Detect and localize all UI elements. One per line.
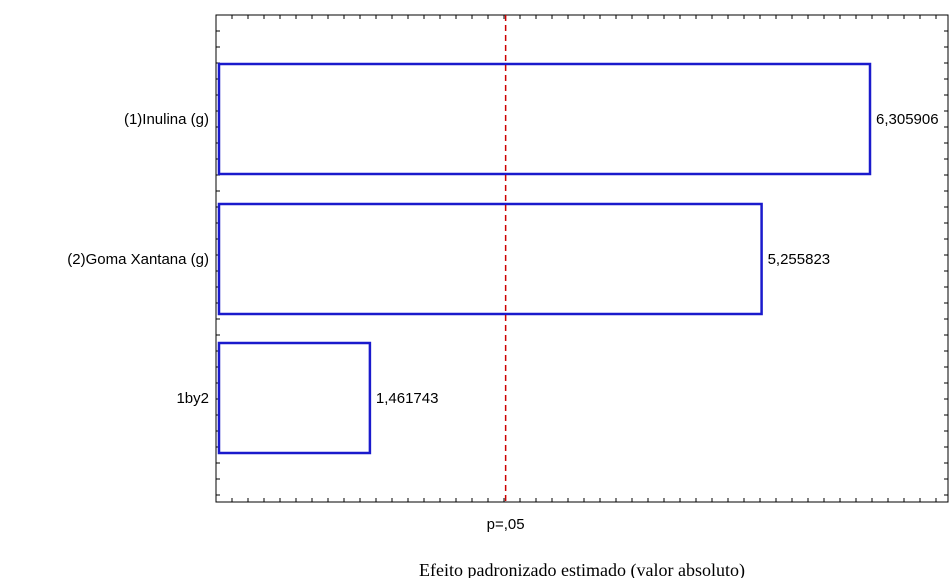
bar [217,202,763,316]
bar [217,341,372,455]
value-label: 5,255823 [768,251,831,268]
value-label: 6,305906 [876,111,939,128]
x-axis-title: Efeito padronizado estimado (valor absol… [419,560,745,578]
value-label: 1,461743 [376,390,439,407]
category-label: 1by2 [176,390,209,407]
reference-line-label: p=,05 [487,516,525,533]
category-label: (1)Inulina (g) [124,111,209,128]
category-label: (2)Goma Xantana (g) [67,251,209,268]
bar [217,62,872,176]
plot-frame [215,14,949,503]
